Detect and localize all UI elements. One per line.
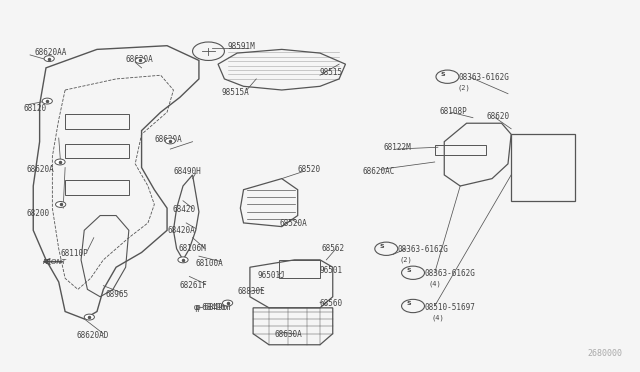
Text: φ-68490Y: φ-68490Y bbox=[194, 303, 231, 312]
Text: 68420A: 68420A bbox=[167, 226, 195, 235]
Text: 68560: 68560 bbox=[320, 299, 343, 308]
Circle shape bbox=[55, 159, 65, 165]
Text: (4): (4) bbox=[431, 315, 444, 321]
Text: 68620A: 68620A bbox=[125, 55, 154, 64]
Bar bbox=[65, 180, 129, 195]
Text: 98515A: 98515A bbox=[221, 88, 249, 97]
Text: 08363-6162G: 08363-6162G bbox=[397, 246, 449, 254]
Circle shape bbox=[84, 314, 95, 320]
Text: 68122M: 68122M bbox=[384, 144, 412, 153]
Text: 98591M: 98591M bbox=[228, 42, 255, 51]
Text: 2680000: 2680000 bbox=[588, 349, 623, 358]
Circle shape bbox=[44, 56, 54, 62]
Text: 08510-51697: 08510-51697 bbox=[424, 302, 476, 312]
Text: 68562: 68562 bbox=[322, 244, 345, 253]
Text: 68620AA: 68620AA bbox=[35, 48, 67, 57]
Text: (2): (2) bbox=[399, 257, 412, 263]
Bar bbox=[511, 134, 575, 201]
Text: 68120: 68120 bbox=[24, 104, 47, 113]
Text: S: S bbox=[406, 268, 411, 273]
Text: 68830E: 68830E bbox=[237, 288, 265, 296]
Text: 96501J: 96501J bbox=[257, 271, 285, 280]
Circle shape bbox=[165, 138, 175, 144]
Text: (2): (2) bbox=[457, 85, 470, 92]
Circle shape bbox=[135, 58, 145, 63]
Bar bbox=[435, 145, 486, 155]
Bar bbox=[65, 114, 129, 129]
Text: 68490H: 68490H bbox=[173, 167, 201, 176]
Text: (4): (4) bbox=[428, 280, 441, 287]
Text: S: S bbox=[380, 244, 384, 249]
Text: 68106M: 68106M bbox=[179, 244, 206, 253]
Text: φ-68490Y: φ-68490Y bbox=[196, 303, 233, 312]
Text: 68620AC: 68620AC bbox=[363, 167, 395, 176]
Text: 68108P: 68108P bbox=[439, 106, 467, 116]
Text: 68520: 68520 bbox=[297, 165, 320, 174]
Text: S: S bbox=[406, 301, 411, 306]
Text: 68520A: 68520A bbox=[280, 219, 308, 228]
Text: 96501: 96501 bbox=[320, 266, 343, 275]
Text: 68200: 68200 bbox=[27, 209, 50, 218]
Text: 98515: 98515 bbox=[320, 68, 343, 77]
Text: 68620AD: 68620AD bbox=[77, 331, 109, 340]
Circle shape bbox=[223, 300, 233, 306]
Circle shape bbox=[56, 202, 66, 208]
Text: FRONT: FRONT bbox=[43, 259, 67, 264]
Text: 68620A: 68620A bbox=[27, 165, 54, 174]
Text: 68620: 68620 bbox=[487, 112, 510, 121]
Circle shape bbox=[178, 257, 188, 263]
Text: 68630A: 68630A bbox=[274, 330, 302, 339]
Bar bbox=[65, 144, 129, 158]
Text: 08363-6162G: 08363-6162G bbox=[459, 73, 510, 82]
Text: 68420: 68420 bbox=[172, 205, 195, 214]
Text: 68100A: 68100A bbox=[196, 259, 223, 268]
Text: 68110P: 68110P bbox=[61, 249, 88, 258]
Text: S: S bbox=[440, 72, 445, 77]
Text: 68965: 68965 bbox=[105, 291, 129, 299]
Text: 68620A: 68620A bbox=[154, 135, 182, 144]
Circle shape bbox=[42, 98, 52, 104]
Text: 68261F: 68261F bbox=[180, 281, 207, 290]
Text: 08363-6162G: 08363-6162G bbox=[424, 269, 476, 278]
